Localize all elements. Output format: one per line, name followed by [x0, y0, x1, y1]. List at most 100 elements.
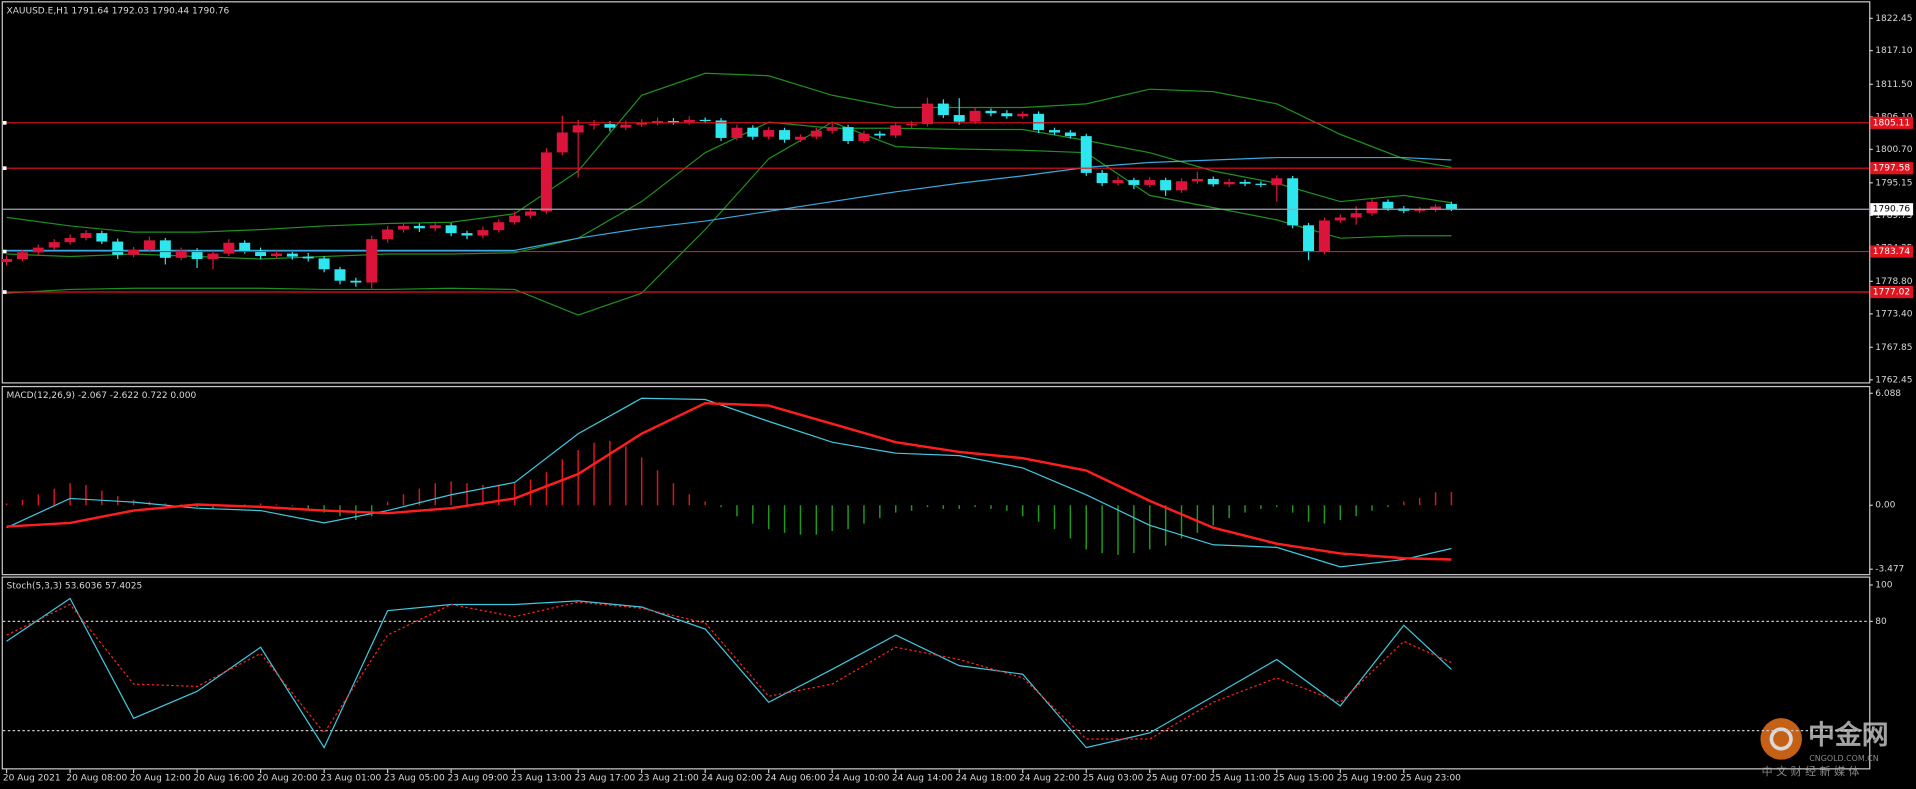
candle-body [1445, 203, 1457, 210]
candle-body [1096, 172, 1108, 184]
candle-body [747, 127, 759, 137]
y-tick-label: 1767.85 [1875, 343, 1912, 353]
candle-body [96, 233, 108, 242]
level-label: 1805.11 [1873, 118, 1910, 128]
candle-body [477, 230, 489, 236]
candle-body [1080, 136, 1092, 173]
panel-title: XAUUSD.E,H1 1791.64 1792.03 1790.44 1790… [7, 6, 230, 16]
candle-body [1, 259, 13, 263]
x-tick-label: 20 Aug 08:00 [66, 774, 127, 784]
watermark-tagline: 中 文 财 经 新 媒 体 [1762, 764, 1860, 778]
x-tick-label: 24 Aug 18:00 [956, 774, 1017, 784]
x-tick-label: 24 Aug 22:00 [1019, 774, 1080, 784]
y-tick-label: 1800.70 [1875, 145, 1913, 155]
candle-body [1048, 130, 1060, 133]
candle-body [858, 133, 870, 141]
macd-frame [1, 385, 1871, 576]
candle-body [1064, 132, 1076, 137]
candle-body [1033, 113, 1045, 131]
y-tick-label: 1811.50 [1875, 80, 1913, 90]
candle-body [175, 250, 187, 258]
level-label: 1777.02 [1873, 288, 1910, 298]
candle-body [366, 239, 378, 283]
y-tick-label: 1795.15 [1875, 178, 1912, 188]
candle-body [1366, 201, 1378, 214]
panel-title: MACD(12,26,9) -2.067 -2.622 0.722 0.000 [7, 391, 197, 401]
candle-body [1271, 178, 1283, 185]
candle-body [985, 110, 997, 114]
level-handle [2, 249, 7, 254]
level-label-box [1870, 245, 1914, 258]
candle-body [1255, 183, 1267, 185]
candle-body [683, 119, 695, 123]
y-tick-label: -3.477 [1875, 565, 1904, 575]
x-tick-label: 25 Aug 07:00 [1146, 774, 1207, 784]
stoch-line [6, 601, 1452, 740]
candle-body [715, 120, 727, 138]
candle-body [223, 242, 235, 254]
candle-body [64, 237, 76, 243]
x-tick-label: 23 Aug 09:00 [447, 774, 508, 784]
candle-body [667, 121, 679, 123]
candle-body [1303, 225, 1315, 252]
candle-body [826, 127, 838, 131]
candle-body [556, 132, 568, 153]
candle-body [429, 225, 441, 229]
candle-body [1112, 180, 1124, 184]
level-label-box [1870, 162, 1914, 175]
candle-body [509, 215, 521, 223]
last-price-label: 1790.76 [1873, 205, 1911, 215]
candle-body [382, 229, 394, 240]
panel-title: Stoch(5,3,3) 53.6036 57.4025 [7, 582, 143, 592]
candle-body [445, 225, 457, 234]
level-handle [2, 166, 7, 171]
candle-body [652, 121, 664, 123]
x-tick-label: 20 Aug 16:00 [193, 774, 254, 784]
candle-body [191, 250, 203, 260]
stoch-frame [1, 576, 1871, 770]
y-tick-label: 1817.10 [1875, 46, 1913, 56]
candle-body [525, 211, 537, 216]
candle-body [1350, 213, 1362, 218]
candle-body [731, 127, 743, 138]
x-tick-label: 24 Aug 10:00 [829, 774, 890, 784]
candle-body [334, 269, 346, 281]
level-label-box [1870, 116, 1914, 129]
candle-body [143, 240, 155, 250]
watermark-name: 中金网 [1808, 719, 1889, 751]
candle-body [1176, 181, 1188, 191]
candle-body [16, 252, 28, 260]
macd-line [6, 397, 1452, 568]
watermark-domain: CNGOLD.COM.CN [1809, 754, 1879, 763]
main-frame [1, 1, 1871, 384]
candle-body [604, 124, 616, 128]
candle-body [620, 124, 632, 128]
candle-body [588, 124, 600, 126]
candle-body [461, 233, 473, 236]
candle-body [302, 256, 314, 259]
candle-body [1287, 178, 1299, 226]
candle-body [874, 133, 886, 136]
x-tick-label: 24 Aug 14:00 [892, 774, 953, 784]
x-tick-label: 25 Aug 11:00 [1210, 774, 1271, 784]
level-label: 1797.58 [1873, 164, 1911, 174]
candle-body [1414, 209, 1426, 211]
level-label: 1783.74 [1873, 247, 1911, 257]
x-tick-label: 23 Aug 21:00 [638, 774, 699, 784]
candle-body [921, 103, 933, 125]
candle-body [1207, 178, 1219, 185]
x-tick-label: 23 Aug 17:00 [574, 774, 635, 784]
candle-body [80, 233, 92, 238]
y-tick-label: 6.088 [1875, 389, 1901, 399]
candle-body [1430, 206, 1442, 210]
candle-body [1239, 181, 1251, 184]
candle-body [1144, 180, 1156, 185]
y-tick-label: 80 [1875, 617, 1887, 627]
x-tick-label: 25 Aug 19:00 [1337, 774, 1398, 784]
candle-body [810, 130, 822, 137]
watermark: 中金网 CNGOLD.COM.CN 中 文 财 经 新 媒 体 [1760, 718, 1889, 778]
candle-body [398, 225, 409, 230]
